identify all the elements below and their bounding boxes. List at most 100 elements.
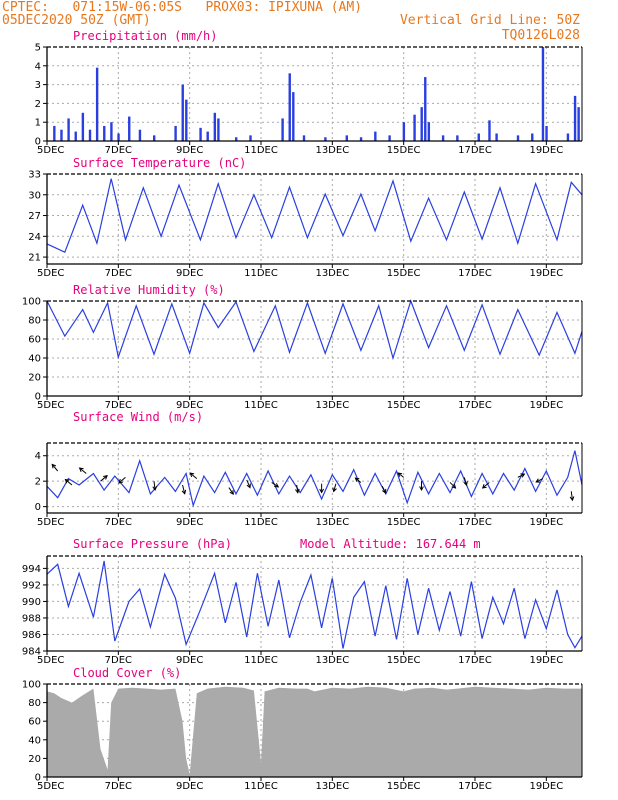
y-tick-label: 40 (28, 354, 41, 365)
precip-bar (516, 135, 520, 141)
precip-bar (577, 107, 580, 141)
y-tick-label: 27 (28, 211, 41, 222)
wind-vector (517, 473, 525, 478)
series-line (46, 450, 583, 508)
wind-vector (355, 477, 362, 483)
precip-bar (388, 135, 391, 141)
y-tick-label: 994 (22, 564, 41, 575)
y-tick-label: 0 (35, 502, 41, 513)
wind-vector (118, 476, 126, 484)
wind-vector (79, 467, 87, 474)
precip-bar (181, 84, 184, 141)
wind-vector (51, 464, 59, 472)
wind-vector-head (382, 488, 387, 494)
x-tick-label: 13DEC (315, 400, 349, 411)
wind-vector-head (152, 486, 158, 492)
wind-vector-head (51, 463, 57, 469)
x-tick-label: 9DEC (176, 781, 203, 792)
wind-vector-head (332, 487, 337, 493)
wind-vector-head (319, 488, 325, 494)
wind-vector (246, 479, 251, 488)
wind-vector-head (535, 478, 541, 483)
y-tick-label: 992 (22, 580, 41, 591)
wind-vector-head (463, 481, 468, 487)
x-tick-label: 5DEC (37, 655, 64, 666)
wind-vector-head (419, 486, 424, 492)
precip-bar (531, 133, 534, 141)
x-tick-label: 13DEC (315, 145, 349, 156)
panel-title: Relative Humidity (%) (73, 283, 225, 297)
x-tick-label: 9DEC (176, 517, 203, 528)
precip-bar (53, 125, 56, 141)
wind-vector-head (481, 484, 487, 489)
precip-bar (345, 135, 348, 141)
wind-vector-head (103, 475, 108, 480)
wind-vector-head (64, 478, 70, 484)
x-tick-label: 5DEC (37, 781, 64, 792)
precip-bar (424, 77, 427, 141)
x-tick-label: 5DEC (37, 400, 64, 411)
precip-bar (413, 114, 416, 141)
x-tick-label: 13DEC (315, 655, 349, 666)
wind-vector (296, 484, 299, 493)
wind-vector (381, 486, 387, 494)
precip-bar (60, 129, 63, 141)
precip-bar (456, 135, 459, 141)
precip-bar (324, 137, 327, 141)
x-tick-label: 9DEC (176, 400, 203, 411)
series-line (46, 560, 583, 649)
y-tick-label: 100 (22, 297, 41, 308)
x-tick-label: 19DEC (529, 781, 563, 792)
wind-vector-head (189, 472, 195, 478)
x-tick-label: 15DEC (387, 517, 421, 528)
precip-bar (573, 95, 577, 141)
wind-vector-head (246, 483, 251, 489)
wind-vector-head (229, 490, 234, 495)
y-tick-label: 100 (22, 680, 41, 691)
x-tick-label: 11DEC (244, 268, 278, 279)
series-line (46, 178, 583, 254)
precip-bar (488, 120, 491, 141)
precip-bar (88, 129, 92, 141)
wind-vector-head (181, 489, 187, 495)
precip-bar (117, 133, 120, 141)
y-tick-label: 40 (28, 735, 41, 746)
wind-vector (189, 472, 198, 480)
x-tick-label: 15DEC (387, 400, 421, 411)
y-tick-label: 30 (28, 190, 41, 201)
x-tick-label: 9DEC (176, 268, 203, 279)
y-tick-label: 33 (28, 170, 41, 181)
wind-vector (100, 475, 108, 482)
precip-bar (249, 135, 252, 141)
x-tick-label: 7DEC (105, 400, 132, 411)
y-tick-label: 80 (28, 316, 41, 327)
x-tick-label: 17DEC (458, 781, 492, 792)
y-tick-label: 60 (28, 335, 41, 346)
wind-vector (463, 477, 467, 486)
y-tick-label: 4 (35, 451, 41, 462)
x-tick-label: 7DEC (105, 145, 132, 156)
wind-vector (482, 482, 490, 489)
x-tick-label: 17DEC (458, 145, 492, 156)
panel-title: Precipitation (mm/h) (73, 29, 218, 43)
y-tick-label: 4 (35, 61, 41, 72)
x-tick-label: 11DEC (244, 781, 278, 792)
y-tick-label: 990 (22, 597, 41, 608)
precip-bar (81, 112, 85, 141)
precip-bar (110, 122, 113, 141)
x-tick-label: 17DEC (458, 400, 492, 411)
x-tick-label: 15DEC (387, 268, 421, 279)
x-tick-label: 11DEC (244, 400, 278, 411)
precip-bar (95, 67, 99, 141)
precip-bar (420, 107, 423, 141)
precip-bar (199, 127, 202, 141)
precip-bar (359, 137, 363, 141)
wind-vector (397, 472, 404, 478)
x-tick-label: 19DEC (529, 655, 563, 666)
x-tick-label: 17DEC (458, 517, 492, 528)
precip-bar (288, 73, 291, 141)
wind-vector (535, 478, 543, 483)
wind-vector (570, 491, 573, 501)
x-tick-label: 13DEC (315, 781, 349, 792)
wind-vector (228, 487, 234, 495)
